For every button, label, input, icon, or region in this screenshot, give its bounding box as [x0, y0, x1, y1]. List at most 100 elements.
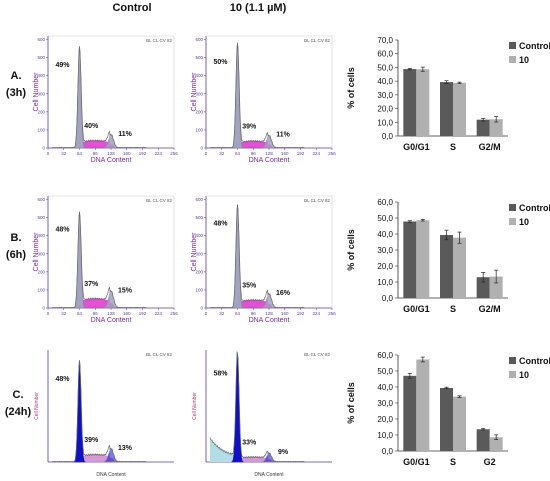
y-tick-label: 600 — [37, 37, 45, 42]
x-tick-label: 224 — [312, 311, 320, 316]
legend-swatch — [509, 371, 516, 378]
bar — [403, 69, 417, 136]
s-percentage: 33% — [242, 439, 257, 446]
g2-percentage: 11% — [276, 132, 290, 139]
row-label-a-letter: A. — [10, 70, 22, 82]
y-axis-label: % of cells — [346, 382, 356, 424]
y-tick-label: 500 — [195, 55, 203, 60]
y-tick-label: 60,0 — [377, 198, 393, 207]
x-tick-label: 128 — [265, 151, 273, 156]
histogram-header-text: BL CL CV 82 — [146, 38, 172, 43]
bar — [453, 237, 466, 298]
g1-percentage: 48% — [55, 226, 70, 233]
y-axis-label: Cell Number — [191, 232, 198, 272]
g1-peak-area — [231, 43, 244, 149]
bar-chart-b: 0,0 10,0 20,0 30,0 40,0 50,0 60,0 % of cells G0/… — [346, 198, 550, 314]
y-tick-label: 50,0 — [377, 63, 393, 72]
row-label-a-time: (3h) — [5, 87, 27, 99]
y-axis-label: % of cells — [346, 229, 356, 271]
y-tick-label: 0 — [42, 306, 45, 311]
y-tick-label: 200 — [37, 269, 45, 274]
x-axis-label: DNA Content — [254, 472, 284, 478]
legend-swatch — [509, 204, 516, 211]
x-tick-label: 256 — [328, 151, 336, 156]
g1-percentage: 58% — [213, 370, 228, 377]
x-tick-label: 192 — [139, 311, 147, 316]
row-label-c-time: (24h) — [4, 406, 32, 418]
y-tick-label: 0 — [200, 306, 203, 311]
x-tick-label: S — [450, 142, 456, 152]
bar-chart-c: 0,0 10,0 20,0 30,0 40,0 50,0 60,0 % of cells G0/… — [346, 351, 550, 467]
s-percentage: 35% — [242, 282, 257, 289]
histogram-outline — [209, 204, 305, 309]
y-tick-label: 200 — [195, 109, 203, 114]
y-tick-label: 0 — [42, 146, 45, 151]
x-tick-label: G0/G1 — [403, 142, 430, 152]
g1-peak-area — [73, 46, 86, 149]
x-tick-label: 256 — [170, 311, 178, 316]
g1-percentage: 48% — [55, 376, 70, 383]
x-axis-label: DNA Content — [249, 317, 290, 324]
y-tick-label: 500 — [37, 215, 45, 220]
y-tick-label: 20,0 — [377, 415, 393, 424]
histogram-outline — [209, 350, 305, 462]
bar — [476, 119, 490, 136]
y-tick-label: 40,0 — [377, 77, 393, 86]
x-tick-label: G2 — [484, 457, 496, 467]
y-tick-label: 20,0 — [377, 105, 393, 114]
histogram-outline — [51, 360, 147, 463]
x-tick-label: 256 — [328, 311, 336, 316]
y-axis-label: Cell Number — [33, 72, 40, 112]
bar — [440, 234, 453, 298]
row-label-b: B. (6h) — [0, 230, 32, 264]
legend-swatch — [509, 218, 516, 225]
x-tick-label: 192 — [139, 151, 147, 156]
y-tick-label: 300 — [37, 251, 45, 256]
x-tick-label: 96 — [93, 151, 99, 156]
y-tick-label: 40,0 — [377, 230, 393, 239]
y-tick-label: 600 — [195, 37, 203, 42]
x-tick-label: 64 — [235, 311, 241, 316]
g1-percentage: 50% — [213, 59, 228, 66]
y-tick-label: 10,0 — [377, 431, 393, 440]
bar — [489, 119, 503, 136]
y-tick-label: 300 — [195, 251, 203, 256]
x-tick-label: 160 — [281, 311, 289, 316]
x-tick-label: G2/M — [479, 304, 501, 314]
g2-percentage: 15% — [118, 288, 133, 295]
x-tick-label: 64 — [77, 311, 83, 316]
x-tick-label: 160 — [123, 311, 131, 316]
x-tick-label: 0 — [47, 311, 50, 316]
bar — [440, 387, 453, 451]
column-header-control: Control — [112, 2, 152, 14]
y-tick-label: 100 — [37, 287, 45, 292]
x-tick-label: 224 — [154, 151, 162, 156]
y-tick-label: 500 — [37, 55, 45, 60]
y-tick-label: 600 — [195, 197, 203, 202]
x-tick-label: 64 — [77, 151, 83, 156]
y-tick-label: 0,0 — [382, 132, 394, 141]
x-tick-label: 224 — [312, 151, 320, 156]
x-axis-label: DNA Content — [96, 472, 126, 478]
bar — [476, 429, 490, 451]
y-tick-label: 0,0 — [382, 294, 394, 303]
g1-percentage: 49% — [55, 62, 70, 69]
legend-label: Control — [519, 356, 550, 366]
x-tick-label: 32 — [219, 151, 225, 156]
bar — [453, 396, 466, 451]
legend-swatch — [509, 357, 516, 364]
row-label-b-letter: B. — [10, 232, 22, 244]
histogram-outline — [209, 42, 305, 149]
y-tick-label: 50,0 — [377, 367, 393, 376]
bar — [416, 69, 430, 136]
y-tick-label: 10,0 — [377, 278, 393, 287]
g2-percentage: 13% — [118, 445, 133, 452]
x-tick-label: 128 — [265, 311, 273, 316]
column-header-treated: 10 (1.1 µM) — [229, 2, 287, 14]
x-tick-label: G0/G1 — [403, 457, 430, 467]
y-tick-label: 0 — [200, 146, 203, 151]
bar — [416, 220, 430, 298]
x-tick-label: 0 — [205, 151, 208, 156]
histogram-b-treated: 0 32 64 96 128 160 192 224 256 0 100 200 300 400 500 60… — [191, 195, 336, 324]
row-label-b-time: (6h) — [5, 249, 27, 261]
